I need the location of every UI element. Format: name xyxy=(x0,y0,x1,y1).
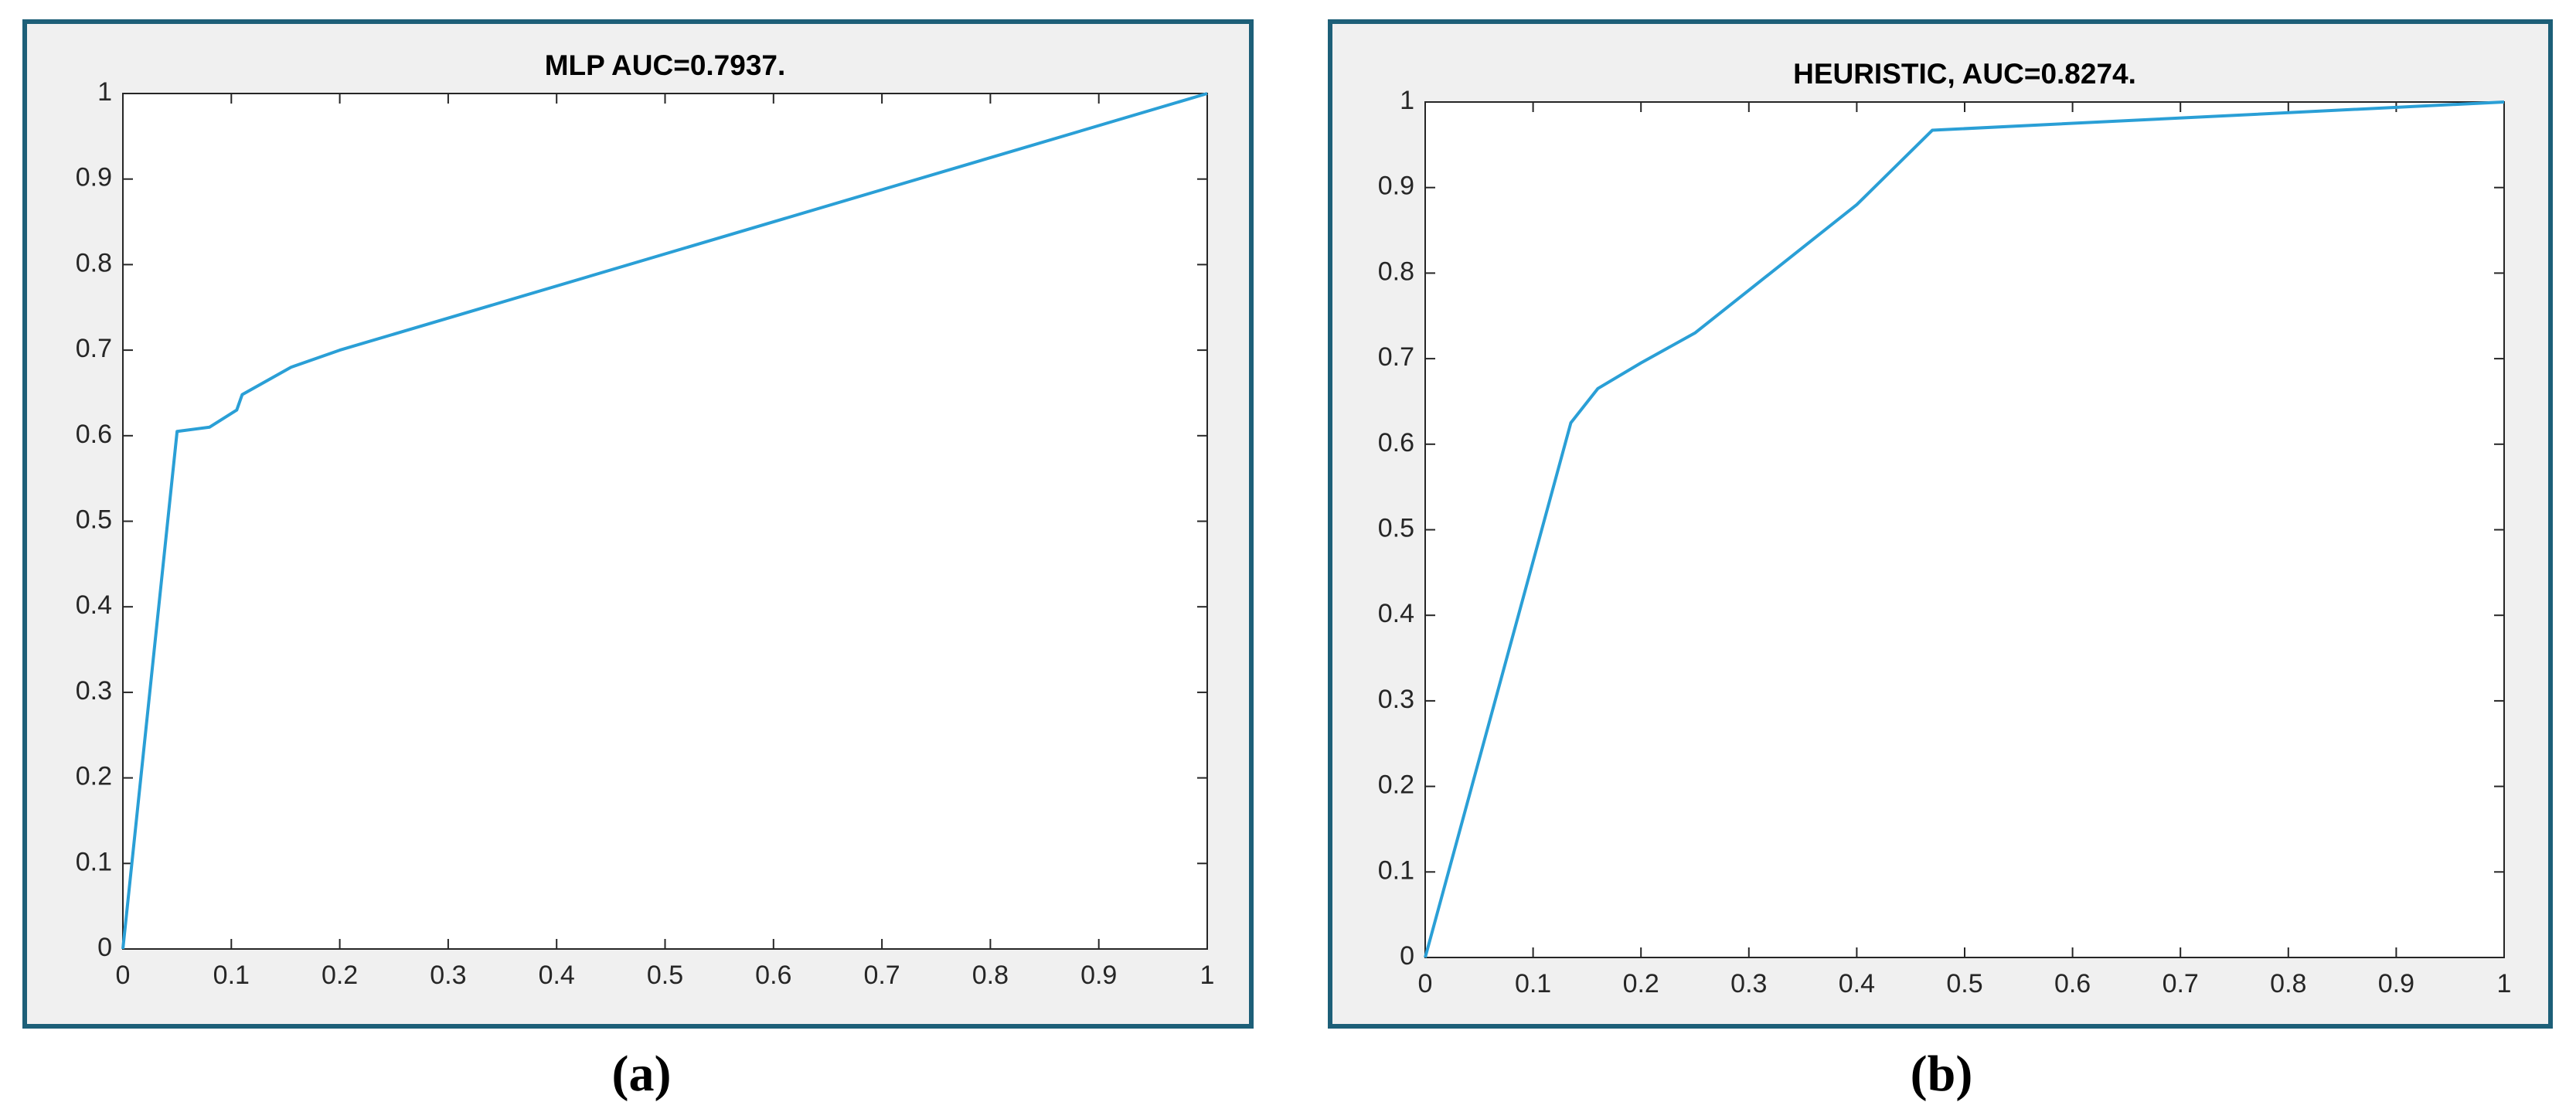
x-tick-label: 1 xyxy=(1200,961,1215,990)
plot-area xyxy=(1425,102,2504,957)
x-tick-label: 0.9 xyxy=(1080,961,1117,990)
x-tick-label: 0.2 xyxy=(1623,969,1659,998)
x-tick-label: 0 xyxy=(116,961,131,990)
x-tick-label: 0.8 xyxy=(2270,969,2306,998)
y-tick-label: 0.3 xyxy=(1378,685,1414,714)
panel-caption: (b) xyxy=(1911,1046,1973,1102)
x-tick-label: 0.5 xyxy=(1946,969,1982,998)
y-tick-label: 0.8 xyxy=(1378,257,1414,286)
axes-box xyxy=(122,93,1208,950)
y-tick-label: 0.2 xyxy=(1378,770,1414,800)
roc-line xyxy=(1424,100,2505,958)
x-tick-label: 0.9 xyxy=(2378,969,2414,998)
x-tick-label: 0.5 xyxy=(647,961,683,990)
x-tick-label: 0.3 xyxy=(430,961,466,990)
y-tick-label: 1 xyxy=(1400,86,1414,115)
plot-area xyxy=(123,94,1207,949)
x-tick-label: 0.7 xyxy=(863,961,900,990)
y-tick-label: 0.9 xyxy=(1378,172,1414,201)
x-tick-label: 0.4 xyxy=(539,961,575,990)
y-tick-label: 0.7 xyxy=(1378,342,1414,372)
y-tick-label: 0.4 xyxy=(76,590,112,620)
panel-caption: (a) xyxy=(612,1046,672,1102)
chart-panel: 0 0.1 0.2 0.3 0.4 0.5 0.6 0.7 0.8 0.9 1 0 0.1 0.2 0.3 0… xyxy=(22,19,1254,1102)
x-tick-label: 0.6 xyxy=(2054,969,2091,998)
y-tick-label: 0 xyxy=(1400,941,1414,971)
y-tick-label: 0.3 xyxy=(76,676,112,706)
y-tick-label: 0.6 xyxy=(1378,428,1414,457)
y-tick-label: 0.9 xyxy=(76,163,112,192)
y-tick-label: 0.4 xyxy=(1378,599,1414,628)
x-tick-label: 0.6 xyxy=(755,961,791,990)
chart-title: HEURISTIC, AUC=0.8274. xyxy=(1793,58,2136,90)
x-tick-label: 0.8 xyxy=(972,961,1009,990)
y-tick-label: 1 xyxy=(97,77,112,107)
roc-line xyxy=(121,92,1208,950)
chart-panel: 0 0.1 0.2 0.3 0.4 0.5 0.6 0.7 0.8 0.9 1 0 0.1 0.2 0.3 0… xyxy=(1328,19,2553,1102)
y-tick-label: 0.8 xyxy=(76,248,112,277)
y-tick-label: 0.5 xyxy=(1378,513,1414,542)
x-tick-label: 0.1 xyxy=(213,961,250,990)
y-tick-label: 0.2 xyxy=(76,762,112,791)
x-tick-label: 0.2 xyxy=(322,961,358,990)
y-tick-label: 0.5 xyxy=(76,505,112,534)
x-tick-label: 0.3 xyxy=(1730,969,1767,998)
x-tick-label: 0 xyxy=(1418,969,1433,998)
y-tick-label: 0.6 xyxy=(76,420,112,449)
y-tick-label: 0.1 xyxy=(76,847,112,876)
axes-box xyxy=(1424,101,2505,958)
x-tick-label: 0.7 xyxy=(2163,969,2199,998)
y-tick-label: 0 xyxy=(97,933,112,962)
x-tick-label: 0.4 xyxy=(1839,969,1875,998)
y-tick-label: 0.1 xyxy=(1378,855,1414,885)
x-tick-label: 0.1 xyxy=(1515,969,1551,998)
chart-title: MLP AUC=0.7937. xyxy=(545,49,786,81)
y-tick-label: 0.7 xyxy=(76,334,112,363)
x-tick-label: 1 xyxy=(2497,969,2512,998)
